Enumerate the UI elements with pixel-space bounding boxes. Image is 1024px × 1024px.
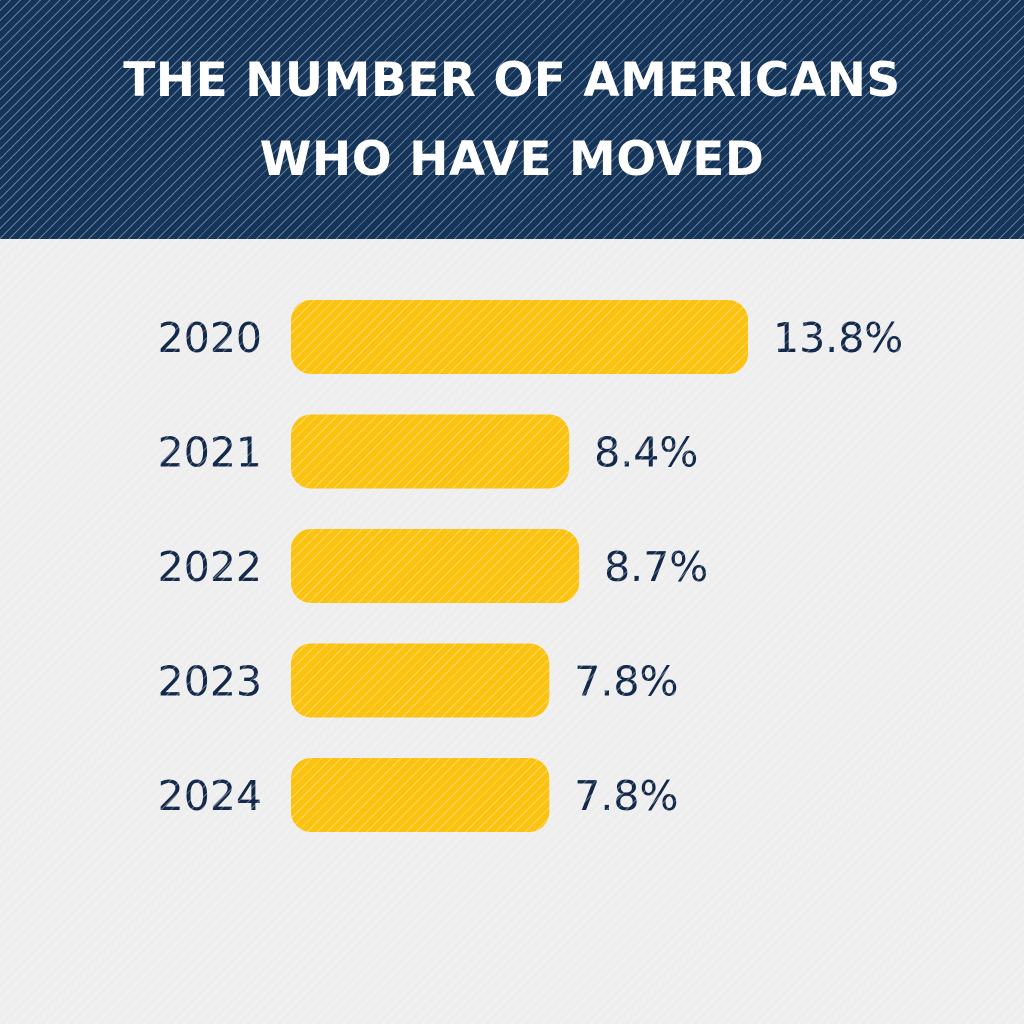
value-label-2020: 13.8% (773, 314, 903, 362)
value-label-2023: 7.8% (574, 658, 678, 706)
bar-2022 (291, 529, 580, 603)
value-label-2024: 7.8% (574, 772, 678, 820)
chart-title-line-1: THE NUMBER OF AMERICANS (123, 52, 901, 108)
category-label-2022: 2022 (158, 543, 262, 591)
category-label-2020: 2020 (158, 314, 262, 362)
header-background (0, 0, 1024, 239)
bar-2020 (291, 300, 748, 374)
category-label-2024: 2024 (158, 772, 262, 820)
bar-2024 (291, 758, 550, 832)
bar-2021 (291, 414, 570, 489)
category-label-2021: 2021 (158, 429, 262, 477)
chart-header: THE NUMBER OF AMERICANS WHO HAVE MOVED (0, 0, 1024, 239)
bars-group: 2020 13.8% 2021 8.4% 2022 8.7% 2023 7.8% 2024 7.8… (158, 300, 903, 832)
category-label-2023: 2023 (158, 658, 262, 706)
chart-title-line-2: WHO HAVE MOVED (259, 131, 765, 187)
bar-2023 (291, 643, 550, 718)
value-label-2022: 8.7% (604, 543, 708, 591)
value-label-2021: 8.4% (594, 429, 698, 477)
